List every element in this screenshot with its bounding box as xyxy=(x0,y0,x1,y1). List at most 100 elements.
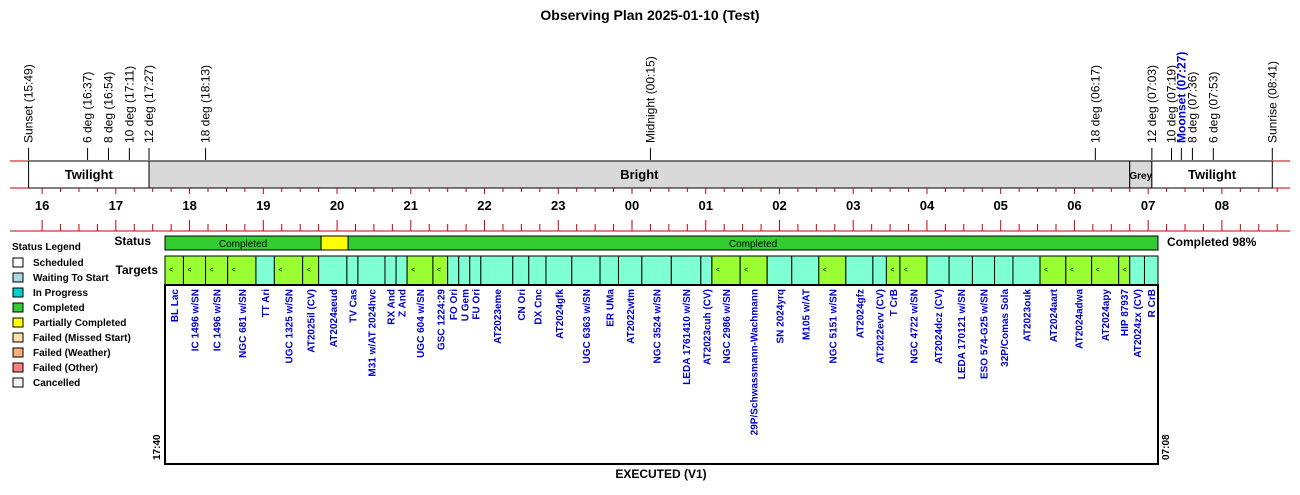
target-block xyxy=(318,255,348,286)
status-segment-label: Completed xyxy=(729,239,777,250)
target-block xyxy=(384,255,397,286)
target-block xyxy=(1129,255,1145,286)
legend-swatch xyxy=(12,302,24,313)
event-label: 12 deg (17:27) xyxy=(142,65,156,143)
event-label: 6 deg (07:53) xyxy=(1206,72,1220,143)
target-blocks: < BL Lac < IC 1496 w/SN < IC 1496 w/SN < NGC 68… xyxy=(164,255,1159,435)
completed-mark: < xyxy=(187,267,191,274)
target-label: AT2022evv (CV) xyxy=(876,289,887,364)
target-block xyxy=(766,255,793,286)
target-label: AT2024zx (CV) xyxy=(1133,289,1144,358)
legend-item-label: Cancelled xyxy=(33,378,80,389)
target-label: AT2023ouk xyxy=(1023,289,1034,342)
target-label: U Gem xyxy=(460,289,471,321)
target-block xyxy=(273,255,304,286)
legend-title: Status Legend xyxy=(12,242,81,253)
target-label: FU Ori xyxy=(471,289,482,320)
legend-swatch xyxy=(12,317,24,328)
target-label: UGC 6363 w/SN xyxy=(582,289,593,363)
target-block xyxy=(458,255,471,286)
hour-tick-label: 07 xyxy=(1141,198,1155,213)
event-label: 6 deg (16:37) xyxy=(81,72,95,143)
band-label: Twilight xyxy=(1188,167,1237,182)
target-block xyxy=(395,255,408,286)
target-block xyxy=(617,255,643,286)
executed-footer: EXECUTED (V1) xyxy=(615,467,706,481)
event-label: Sunrise (08:41) xyxy=(1265,61,1279,143)
status-legend: Status Legend Scheduled Waiting To Start I… xyxy=(12,242,131,389)
target-label: AT2023eme xyxy=(493,289,504,344)
target-block xyxy=(739,255,768,286)
target-label: IC 1496 w/SN xyxy=(213,289,224,351)
legend-item-label: Scheduled xyxy=(33,258,84,269)
legend-item-label: Failed (Other) xyxy=(33,363,98,374)
target-block xyxy=(670,255,702,286)
target-label: AT2024adwa xyxy=(1075,289,1086,349)
target-block xyxy=(469,255,482,286)
target-block xyxy=(1012,255,1041,286)
target-label: NGC 4722 w/SN xyxy=(909,289,920,363)
target-label: AT2023cuh (CV) xyxy=(702,289,713,365)
status-row-label: Status xyxy=(114,234,151,248)
target-block xyxy=(994,255,1014,286)
target-label: 32P/Comas Sola xyxy=(1000,289,1011,367)
target-block xyxy=(1143,255,1159,286)
target-label: M105 w/AT xyxy=(801,289,812,340)
target-block xyxy=(346,255,359,286)
target-label: NGC 681 w/SN xyxy=(238,289,249,358)
legend-item-label: Waiting To Start xyxy=(33,273,109,284)
target-block xyxy=(227,255,257,286)
hour-axis: 16 17 18 19 20 21 22 23 00 01 02 03 04 05 06 07 08 xyxy=(10,188,1290,232)
target-label: AT2022wtm xyxy=(626,289,637,344)
target-label: ESO 574-G25 w/SN xyxy=(979,289,990,379)
target-block xyxy=(571,255,601,286)
target-label: Z And xyxy=(398,289,409,317)
target-label: AT2024gfz xyxy=(855,289,866,338)
target-label: IC 1496 w/SN xyxy=(190,289,201,351)
legend-swatch xyxy=(12,332,24,343)
event-label: Sunset (15:49) xyxy=(22,64,36,143)
hour-tick-label: 05 xyxy=(993,198,1007,213)
target-block xyxy=(599,255,619,286)
target-block xyxy=(255,255,275,286)
target-label: TV Cas xyxy=(348,289,359,323)
completed-mark: < xyxy=(744,267,748,274)
legend-item-label: Failed (Weather) xyxy=(33,348,111,359)
legend-item-label: Completed xyxy=(33,303,85,314)
hour-tick-label: 23 xyxy=(551,198,565,213)
sky-bands: Twilight Bright Grey Twilight xyxy=(10,160,1290,189)
completed-mark: < xyxy=(169,267,173,274)
band-block xyxy=(1151,160,1273,189)
target-block xyxy=(164,255,184,286)
event-label: 12 deg (07:03) xyxy=(1145,65,1159,143)
hour-tick-label: 00 xyxy=(625,198,639,213)
completed-mark: < xyxy=(716,267,720,274)
hour-tick-label: 21 xyxy=(404,198,418,213)
completed-mark: < xyxy=(1070,267,1074,274)
legend-swatch xyxy=(12,362,24,373)
target-label-panel xyxy=(164,284,1159,465)
hour-tick-label: 08 xyxy=(1215,198,1229,213)
completed-mark: < xyxy=(823,267,827,274)
event-label: 8 deg (16:54) xyxy=(101,72,115,143)
target-block xyxy=(545,255,573,286)
completed-mark: < xyxy=(890,267,894,274)
target-label: T CrB xyxy=(889,289,900,316)
target-block xyxy=(357,255,386,286)
completed-mark: < xyxy=(232,267,236,274)
status-segment xyxy=(320,235,349,251)
target-label: NGC 3524 w/SN xyxy=(653,289,664,363)
target-block xyxy=(641,255,672,286)
target-label: TT Ari xyxy=(261,289,272,318)
target-label: CN Ori xyxy=(517,289,528,321)
hour-tick-label: 03 xyxy=(846,198,860,213)
target-label: AT2024gfk xyxy=(555,289,566,339)
legend-swatch xyxy=(12,272,24,283)
completed-mark: < xyxy=(210,267,214,274)
hour-tick-label: 22 xyxy=(477,198,491,213)
completed-mark: < xyxy=(278,267,282,274)
completed-mark: < xyxy=(1123,267,1127,274)
target-label: M31 w/AT 2024hvc xyxy=(367,289,378,377)
target-block xyxy=(971,255,996,286)
target-label: UGC 1325 w/SN xyxy=(285,289,296,363)
